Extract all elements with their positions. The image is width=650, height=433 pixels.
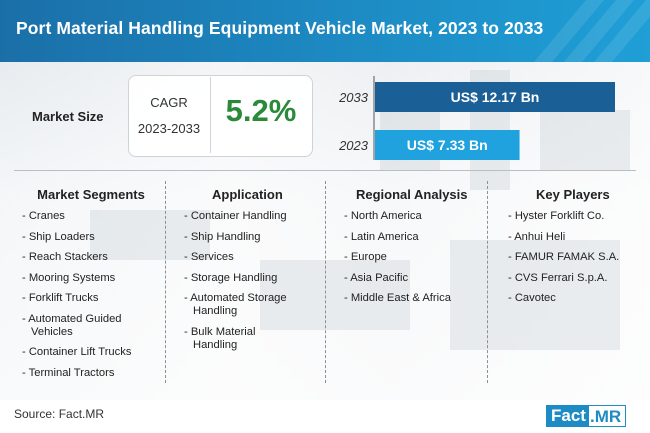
column-title: Market Segments — [37, 187, 145, 202]
regional-analysis-column: Regional Analysis - North America - Lati… — [344, 187, 484, 313]
market-size-label: Market Size — [32, 109, 104, 124]
column-divider — [325, 181, 326, 383]
section-divider — [14, 170, 636, 171]
logo-part-fact: Fact — [546, 405, 589, 427]
list-item: - Container Handling — [184, 210, 287, 222]
key-players-column: Key Players - Hyster Forklift Co. - Anhu… — [508, 187, 644, 313]
list-item: - Cavotec — [508, 292, 556, 304]
market-segments-column: Market Segments - Cranes - Ship Loaders … — [22, 187, 160, 387]
cagr-box — [128, 75, 313, 157]
list-item: - Automated Guided Vehicles — [22, 312, 122, 338]
list-item: - Mooring Systems — [22, 271, 116, 284]
column-title: Key Players — [536, 187, 610, 202]
list-item: - Services — [184, 251, 234, 263]
list-item: - Forklift Trucks — [22, 292, 99, 304]
logo-part-mr: .MR — [588, 405, 627, 427]
column-divider — [165, 181, 166, 383]
category-label-2023: 2023 — [338, 138, 369, 153]
list-item: - Reach Stackers — [22, 251, 108, 263]
cagr-value: 5.2% — [225, 93, 297, 128]
cagr-divider — [210, 77, 211, 153]
list-item: - Hyster Forklift Co. — [508, 210, 605, 222]
list-item: - Bulk Material Handling — [184, 325, 256, 351]
market-size-bar-chart: 2033 US$ 12.17 Bn 2023 US$ 7.33 Bn — [338, 76, 615, 160]
page-title: Port Material Handling Equipment Vehicle… — [16, 18, 544, 38]
bar-2033 — [375, 82, 615, 112]
list-item: - North America — [344, 210, 422, 222]
list-item: - Middle East & Africa — [344, 292, 451, 304]
list-item: - CVS Ferrari S.p.A. — [508, 271, 608, 284]
list-item: - Ship Handling — [184, 230, 261, 243]
bar-value-label-2033: US$ 12.17 Bn — [451, 89, 540, 105]
list-item: - Cranes — [22, 210, 65, 222]
list-item: - Container Lift Trucks — [22, 346, 132, 358]
list-item: - Ship Loaders — [22, 230, 95, 243]
header-banner: Port Material Handling Equipment Vehicle… — [0, 0, 650, 62]
footer — [0, 400, 650, 433]
list-item: - Terminal Tractors — [22, 366, 115, 379]
list-item: - Storage Handling — [184, 271, 278, 284]
column-title: Regional Analysis — [356, 187, 468, 202]
list-item: - Automated Storage Handling — [184, 292, 287, 317]
bar-value-label-2023: US$ 7.33 Bn — [407, 137, 488, 153]
source-text: Source: Fact.MR — [14, 407, 105, 421]
application-column: Application - Container Handling - Ship … — [184, 187, 319, 359]
bar-2023 — [375, 130, 520, 160]
category-label-2033: 2033 — [338, 90, 369, 105]
cagr-label: CAGR — [150, 95, 188, 110]
list-item: - Anhui Heli — [508, 230, 566, 243]
column-title: Application — [212, 187, 283, 202]
column-divider — [487, 181, 488, 383]
list-item: - FAMUR FAMAK S.A. — [508, 251, 620, 263]
list-item: - Latin America — [344, 230, 419, 243]
list-item: - Europe — [344, 251, 387, 263]
factmr-logo: Fact .MR — [546, 405, 627, 427]
cagr-years: 2023-2033 — [137, 121, 201, 136]
list-item: - Asia Pacific — [344, 271, 409, 284]
